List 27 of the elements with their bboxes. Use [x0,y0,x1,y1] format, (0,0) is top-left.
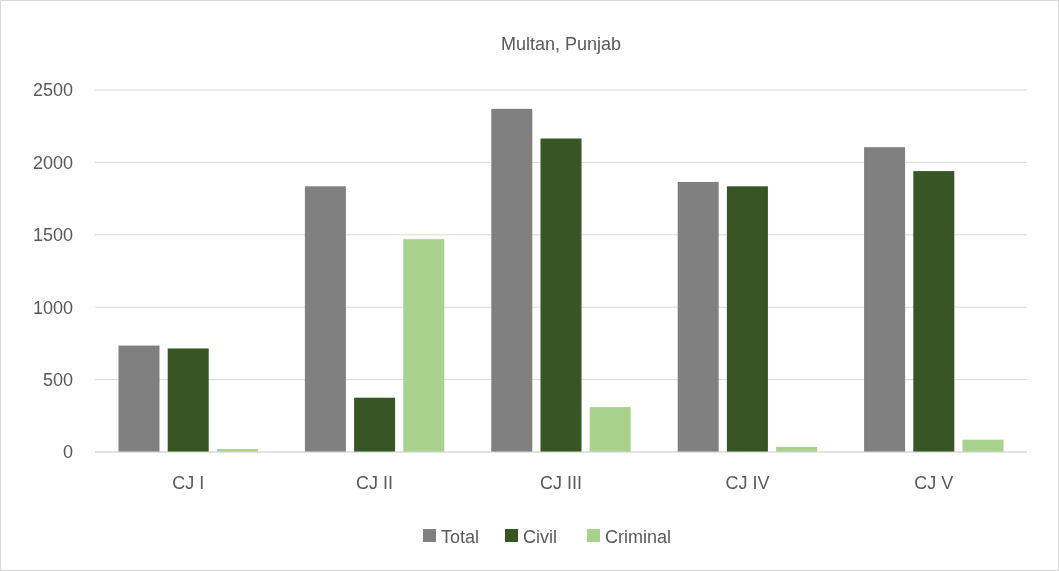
bar [118,345,160,452]
y-tick-label: 2000 [32,152,73,173]
bar [726,186,768,452]
x-tick-label: CJ IV [725,473,770,493]
legend-label: Civil [523,527,557,548]
y-tick-label: 1500 [32,225,73,246]
legend-label: Criminal [605,527,672,548]
bar [167,348,209,452]
bar [540,138,582,452]
x-tick-label: CJ III [539,473,583,493]
x-tick-label: CJ II [356,473,394,493]
bar [589,407,631,452]
chart-title: Multan, Punjab [500,34,622,54]
y-tick-label: 500 [42,369,73,390]
bar [913,171,955,452]
bar [403,239,445,452]
x-tick-label: CJ V [914,473,954,493]
y-tick-label: 2500 [32,80,73,101]
bar [491,108,533,452]
legend-label: Total [441,527,480,548]
x-tick-label: CJ I [172,473,205,493]
bar [354,397,396,452]
bar [677,181,719,452]
y-tick-label: 1000 [32,297,73,318]
bar [864,147,906,452]
bar [304,186,346,452]
y-tick-label: 0 [62,442,73,463]
